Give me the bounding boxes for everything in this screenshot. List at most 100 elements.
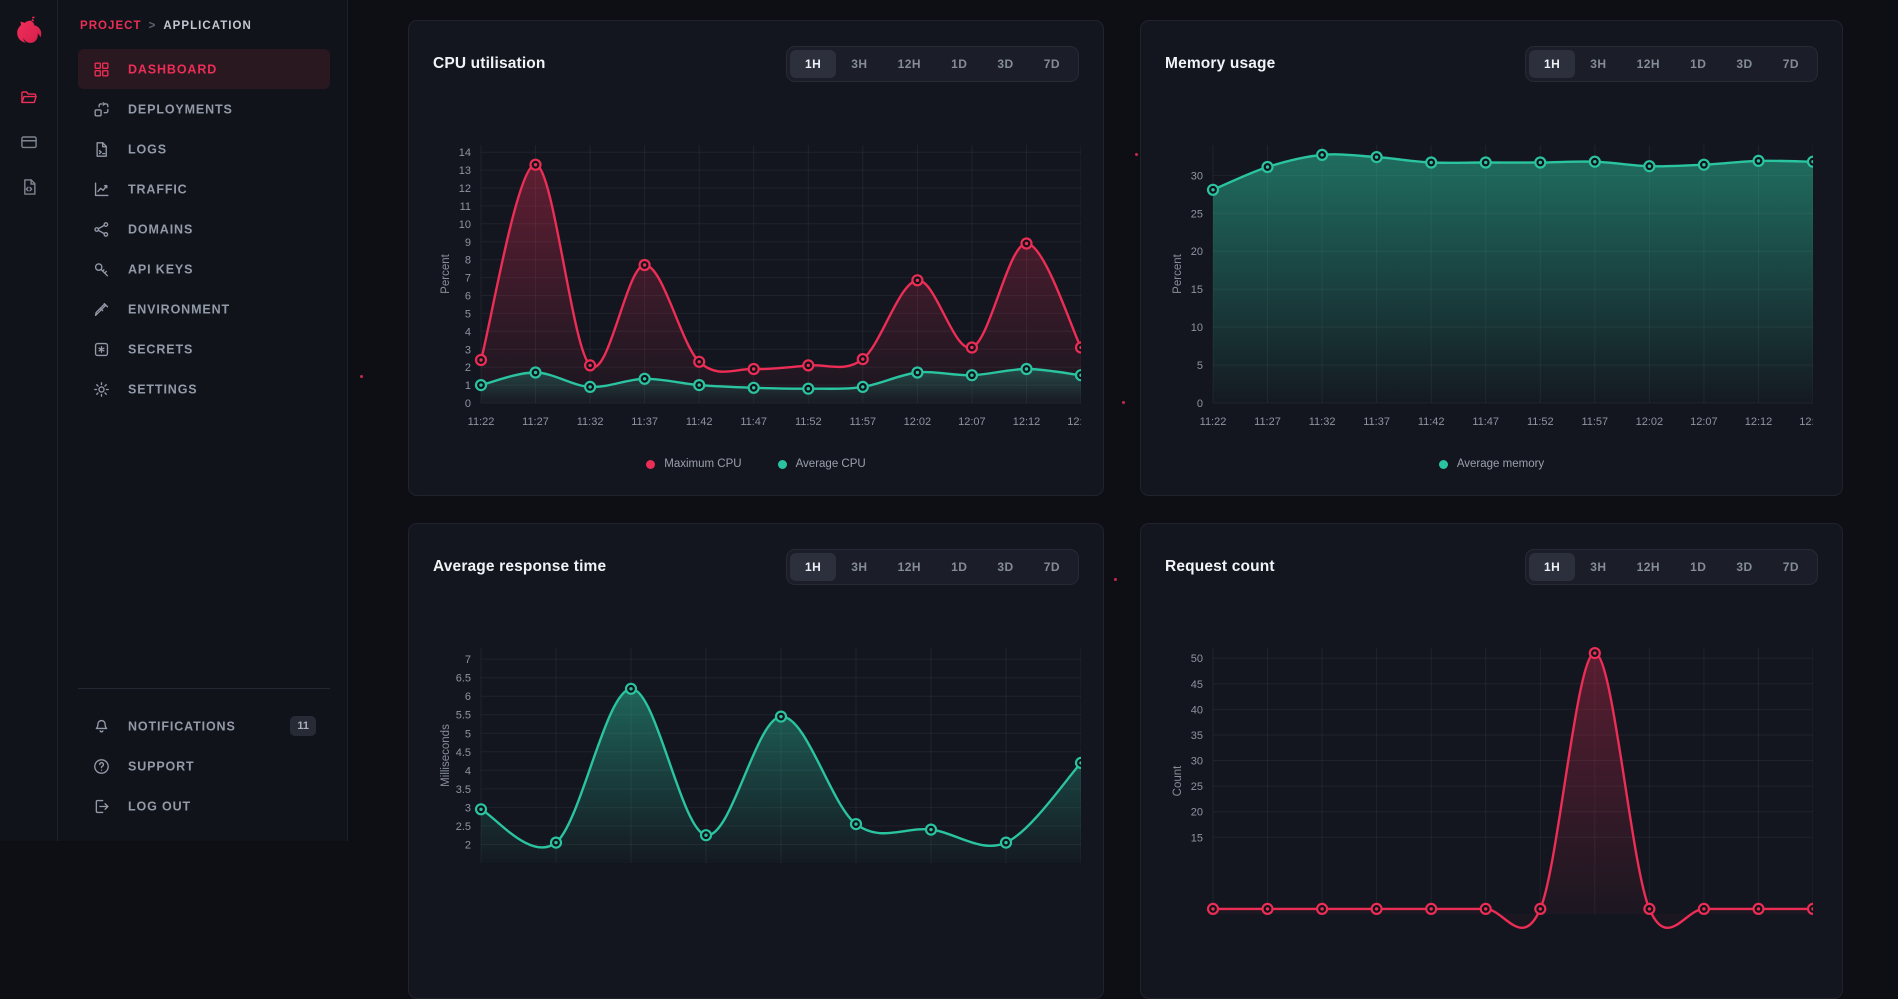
svg-text:Milliseconds: Milliseconds: [440, 724, 452, 787]
time-range-7d-button[interactable]: 7D: [1029, 50, 1075, 78]
svg-text:6.5: 6.5: [456, 673, 471, 685]
time-range-12h-button[interactable]: 12H: [1622, 553, 1675, 581]
help-icon: [92, 757, 111, 776]
breadcrumb-application[interactable]: APPLICATION: [163, 20, 252, 32]
time-range-3h-button[interactable]: 3H: [1575, 50, 1621, 78]
sparkle-dot: [360, 375, 363, 378]
svg-text:45: 45: [1191, 679, 1203, 691]
icon-rail: [0, 0, 58, 841]
time-range-1d-button[interactable]: 1D: [1675, 50, 1721, 78]
time-range-7d-button[interactable]: 7D: [1768, 50, 1814, 78]
svg-text:11:52: 11:52: [1527, 416, 1554, 428]
file-code-icon[interactable]: [0, 164, 58, 209]
sidebar-item-api-keys[interactable]: API KEYS: [78, 249, 330, 289]
svg-text:15: 15: [1191, 284, 1203, 296]
legend-label: Maximum CPU: [664, 458, 742, 470]
time-range-3d-button[interactable]: 3D: [982, 553, 1028, 581]
sidebar-item-label: DASHBOARD: [128, 62, 218, 77]
time-range-12h-button[interactable]: 12H: [883, 50, 936, 78]
time-range-12h-button[interactable]: 12H: [883, 553, 936, 581]
time-range-1d-button[interactable]: 1D: [936, 50, 982, 78]
svg-text:12:02: 12:02: [904, 416, 932, 428]
deployments-icon: [92, 100, 111, 119]
svg-text:0: 0: [1197, 398, 1203, 410]
sidebar-item-secrets[interactable]: SECRETS: [78, 329, 330, 369]
legend-item[interactable]: Maximum CPU: [646, 458, 742, 470]
svg-text:3: 3: [465, 802, 471, 814]
svg-text:12:17: 12:17: [1067, 416, 1081, 428]
time-range-1h-button[interactable]: 1H: [789, 553, 837, 581]
time-range-12h-button[interactable]: 12H: [1622, 50, 1675, 78]
sidebar-item-traffic[interactable]: TRAFFIC: [78, 169, 330, 209]
sidebar-item-log-out[interactable]: LOG OUT: [78, 786, 330, 826]
time-range-1h-button[interactable]: 1H: [1528, 50, 1576, 78]
card-header: Average response time 1H 3H 12H 1D 3D 7D: [433, 548, 1079, 586]
svg-text:5.5: 5.5: [456, 710, 471, 722]
svg-text:6: 6: [465, 691, 471, 703]
svg-text:11:42: 11:42: [1418, 416, 1445, 428]
svg-text:11:22: 11:22: [468, 416, 495, 428]
traffic-icon: [92, 180, 111, 199]
card-title: CPU utilisation: [433, 55, 546, 72]
sidebar-item-label: TRAFFIC: [128, 182, 188, 197]
svg-text:5: 5: [465, 308, 471, 320]
svg-text:3: 3: [465, 344, 471, 356]
secrets-icon: [92, 340, 111, 359]
breadcrumb-project[interactable]: PROJECT: [80, 20, 142, 32]
time-range-3h-button[interactable]: 3H: [836, 50, 882, 78]
time-range-3d-button[interactable]: 3D: [1721, 50, 1767, 78]
legend-item[interactable]: Average CPU: [777, 458, 866, 470]
time-range-3h-button[interactable]: 3H: [1575, 553, 1621, 581]
memory-chart: 0 5 10 15 20 25 30 11:22 11:27 11:32 11:37 11:42 11:…: [1172, 145, 1827, 428]
folder-icon[interactable]: [0, 74, 58, 119]
svg-text:4: 4: [465, 326, 471, 338]
card-icon[interactable]: [0, 119, 58, 164]
sidebar-item-environment[interactable]: ENVIRONMENT: [78, 289, 330, 329]
time-range-1h-button[interactable]: 1H: [1528, 553, 1576, 581]
sidebar-item-dashboard[interactable]: DASHBOARD: [78, 49, 330, 89]
sidebar-item-settings[interactable]: SETTINGS: [78, 369, 330, 409]
svg-text:9: 9: [465, 237, 471, 249]
svg-text:3.5: 3.5: [456, 784, 471, 796]
svg-text:20: 20: [1191, 246, 1203, 258]
time-range-1h-button[interactable]: 1H: [789, 50, 837, 78]
dashboard-grid: CPU utilisation 1H 3H 12H 1D 3D 7D 0 1 2 3 4 5 6 7 8 9 10…: [348, 0, 1898, 999]
sidebar-item-support[interactable]: SUPPORT: [78, 746, 330, 786]
svg-text:11:27: 11:27: [1254, 416, 1281, 428]
time-range-3d-button[interactable]: 3D: [1721, 553, 1767, 581]
svg-text:14: 14: [459, 147, 471, 159]
svg-text:7: 7: [465, 654, 471, 666]
legend-dot-icon: [777, 459, 787, 469]
card-response: Average response time 1H 3H 12H 1D 3D 7D 2 2.5 3 3…: [408, 523, 1104, 999]
bell-icon: [92, 717, 111, 736]
svg-text:35: 35: [1191, 730, 1203, 742]
svg-text:2: 2: [465, 362, 471, 374]
nest-logo[interactable]: [10, 12, 48, 50]
legend-item[interactable]: Average memory: [1438, 458, 1544, 470]
time-range-3h-button[interactable]: 3H: [836, 553, 882, 581]
sidebar-nav: DASHBOARD DEPLOYMENTS LOGS TRAFFIC DOMAINS AP…: [58, 49, 347, 688]
sidebar-item-label: NOTIFICATIONS: [128, 719, 236, 734]
sparkle-dot: [1122, 401, 1125, 404]
card-header: Request count 1H 3H 12H 1D 3D 7D: [1165, 548, 1818, 586]
sidebar-item-logs[interactable]: LOGS: [78, 129, 330, 169]
svg-text:25: 25: [1191, 208, 1203, 220]
svg-text:11:47: 11:47: [740, 416, 767, 428]
sidebar-item-notifications[interactable]: NOTIFICATIONS 11: [78, 706, 330, 746]
sidebar-divider: [78, 688, 330, 689]
chart-area: 0 5 10 15 20 25 30 11:22 11:27 11:32 11:37 11:42 11:…: [1165, 133, 1827, 470]
sidebar-item-deployments[interactable]: DEPLOYMENTS: [78, 89, 330, 129]
legend-dot-icon: [1438, 459, 1448, 469]
sidebar-item-label: SUPPORT: [128, 759, 195, 774]
time-range-7d-button[interactable]: 7D: [1029, 553, 1075, 581]
svg-text:30: 30: [1191, 170, 1203, 182]
card-title: Request count: [1165, 558, 1275, 575]
svg-text:1: 1: [465, 380, 471, 392]
card-cpu: CPU utilisation 1H 3H 12H 1D 3D 7D 0 1 2 3 4 5 6 7 8 9 10…: [408, 20, 1104, 496]
time-range-1d-button[interactable]: 1D: [936, 553, 982, 581]
time-range-3d-button[interactable]: 3D: [982, 50, 1028, 78]
svg-text:20: 20: [1191, 807, 1203, 819]
sidebar-item-domains[interactable]: DOMAINS: [78, 209, 330, 249]
time-range-1d-button[interactable]: 1D: [1675, 553, 1721, 581]
time-range-7d-button[interactable]: 7D: [1768, 553, 1814, 581]
